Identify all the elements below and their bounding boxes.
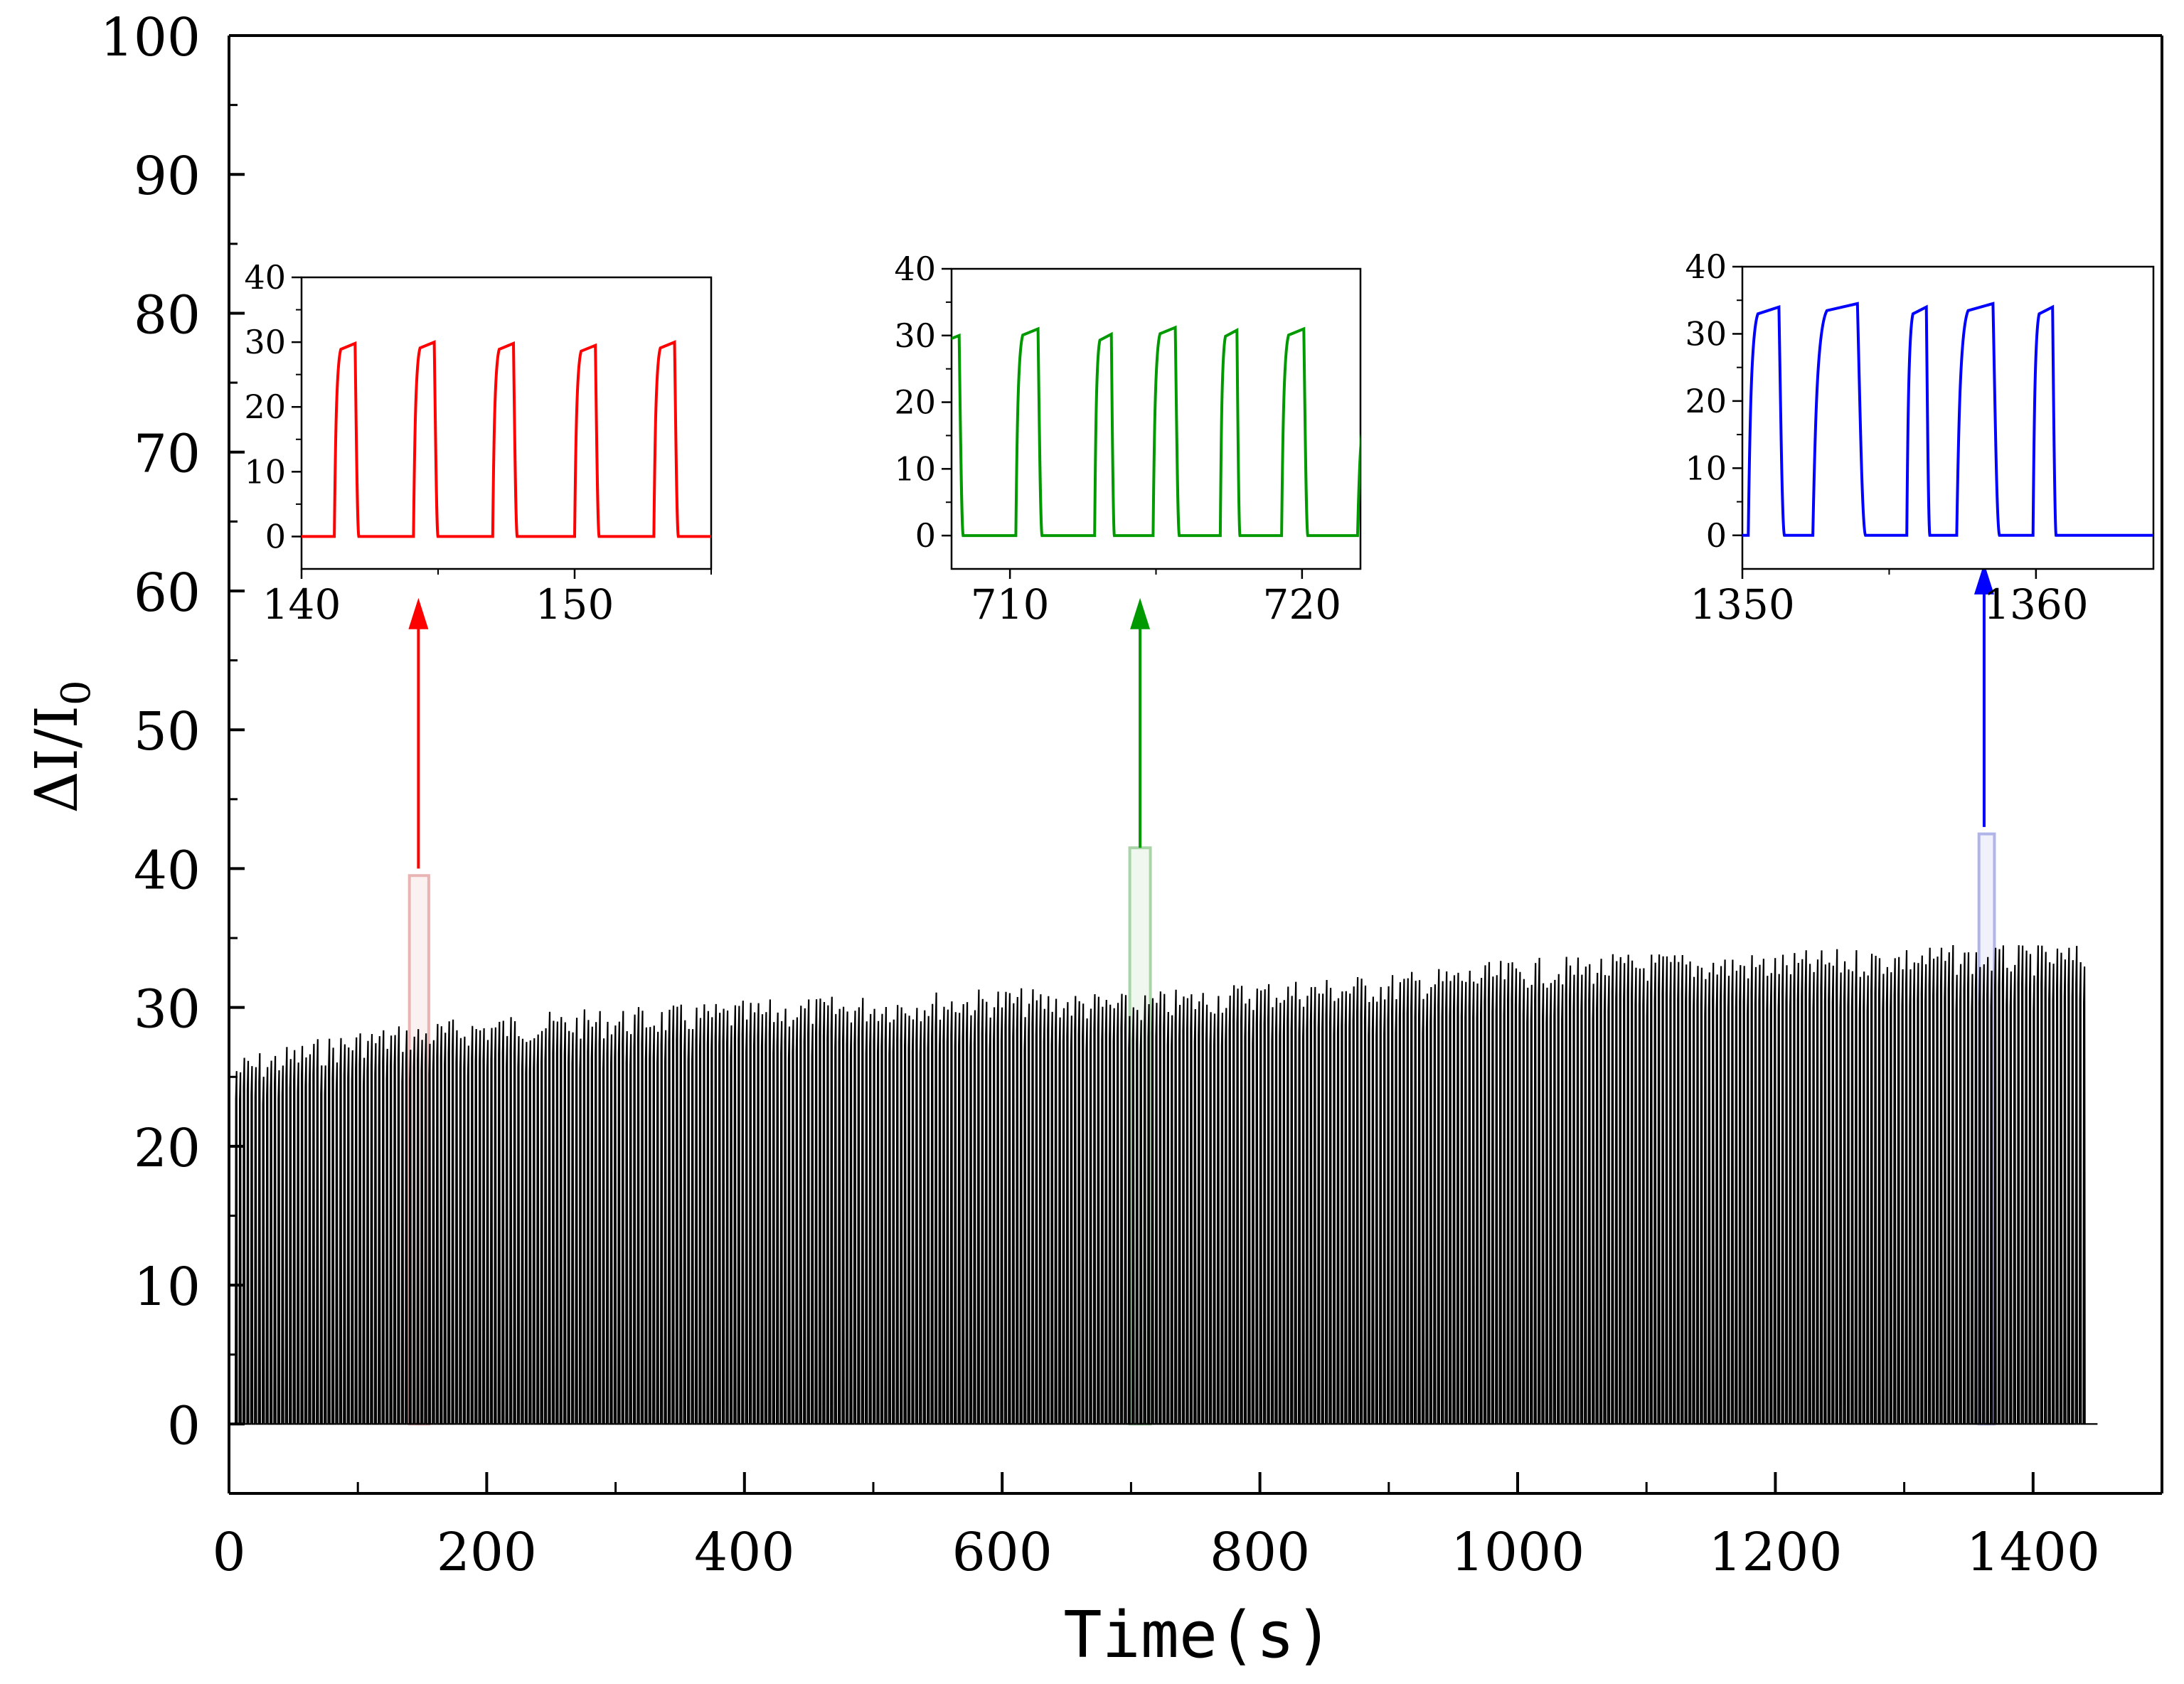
arrow-head-2 (1130, 597, 1151, 629)
inset-y-tick-label: 30 (894, 316, 936, 355)
y-tick-label-20: 20 (134, 1118, 201, 1179)
inset-x-tick-label: 140 (262, 580, 341, 629)
y-tick-label-100: 100 (100, 7, 201, 68)
inset-y-tick-label: 40 (244, 258, 286, 297)
inset-x-tick-label: 720 (1262, 580, 1341, 629)
x-tick-label-1000: 1000 (1451, 1522, 1584, 1583)
y-tick-label-60: 60 (134, 563, 201, 624)
x-tick-label-400: 400 (694, 1522, 794, 1583)
arrows (408, 563, 1994, 869)
inset-y-tick-label: 20 (244, 388, 286, 426)
x-axis-label: Time(s) (1063, 1598, 1333, 1673)
inset-series-line (1742, 302, 2153, 537)
y-axis-label-main: ΔI/I (23, 705, 91, 814)
inset-y-tick-label: 10 (1685, 449, 1727, 487)
y-tick-label-50: 50 (134, 701, 201, 762)
x-tick-label-1200: 1200 (1708, 1522, 1842, 1583)
inset-frame (1741, 265, 2155, 570)
inset-1: 0 10 20 30 40 140 150 (244, 258, 713, 629)
main-series (231, 944, 2098, 1425)
y-tick-label-90: 90 (134, 146, 201, 207)
arrow-head-3 (1973, 563, 1994, 595)
y-tick-label-0: 0 (167, 1395, 201, 1456)
inset-x-tick-label: 150 (536, 580, 614, 629)
x-tick-label-200: 200 (437, 1522, 537, 1583)
inset-y-tick-label: 10 (244, 452, 286, 491)
inset-y-tick-label: 0 (915, 516, 936, 555)
svg-text:ΔI/I0: ΔI/I0 (23, 680, 100, 813)
inset-y-tick-label: 30 (1685, 314, 1727, 353)
inset-y-tick-label: 10 (894, 449, 936, 488)
y-axis-label-sub: 0 (53, 680, 100, 705)
inset-series-line (952, 325, 1360, 538)
inset-x-tick-label: 1360 (1983, 580, 2089, 629)
y-tick-label-80: 80 (134, 284, 201, 346)
x-tick-label-800: 800 (1210, 1522, 1310, 1583)
inset-x-tick-label: 710 (971, 580, 1050, 629)
inset-y-tick-label: 30 (244, 323, 286, 361)
x-tick-label-600: 600 (952, 1522, 1053, 1583)
insets: 0 10 20 30 40 140 150 0 10 20 30 40 710 720 0 10 20 30 40 1… (244, 247, 2155, 629)
inset-x-tick-label: 1350 (1690, 580, 1795, 629)
x-tick-label-0: 0 (212, 1522, 245, 1583)
y-tick-label-30: 30 (134, 979, 201, 1040)
y-tick-label-10: 10 (134, 1257, 201, 1318)
y-axis-label: ΔI/I0 (23, 680, 100, 813)
inset-y-tick-label: 0 (1706, 516, 1727, 555)
inset-3: 0 10 20 30 40 1350 1360 (1685, 247, 2155, 629)
y-tick-label-70: 70 (134, 424, 201, 485)
arrow-head-1 (408, 597, 429, 629)
inset-series-line (302, 340, 711, 538)
inset-y-tick-label: 20 (894, 383, 936, 422)
main-series-line (231, 944, 2098, 1425)
inset-y-tick-label: 0 (265, 517, 286, 555)
inset-y-tick-label: 40 (894, 250, 936, 288)
x-tick-label-1400: 1400 (1966, 1522, 2100, 1583)
inset-y-tick-label: 20 (1685, 382, 1727, 420)
inset-frame (300, 276, 713, 570)
inset-2: 0 10 20 30 40 710 720 (894, 250, 1362, 629)
y-tick-label-40: 40 (134, 840, 201, 901)
inset-y-tick-label: 40 (1685, 247, 1727, 286)
